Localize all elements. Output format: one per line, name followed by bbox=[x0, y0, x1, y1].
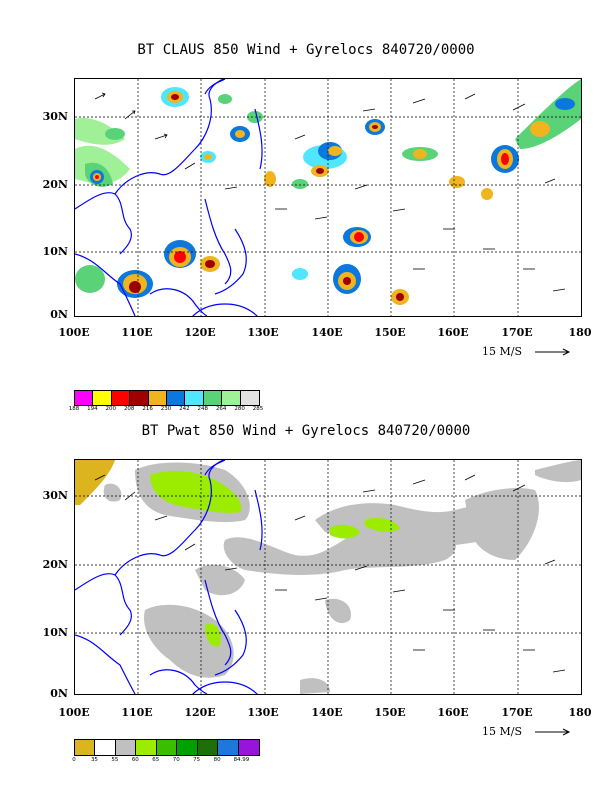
panel-1-lon-label-160e: 160E bbox=[437, 326, 469, 339]
colorbar-label: 242 bbox=[179, 406, 190, 412]
colorbar-label: 200 bbox=[105, 406, 117, 412]
colorbar-label: 264 bbox=[215, 406, 227, 412]
panel-2-lon-label-150e: 150E bbox=[374, 706, 406, 719]
colorbar-label: 194 bbox=[87, 406, 98, 412]
panel-1-colorbar-swatch bbox=[148, 391, 167, 405]
panel-2-scale-label: 15 M/S bbox=[482, 725, 522, 738]
panel-2-lon-label-140e: 140E bbox=[311, 706, 343, 719]
panel-1-lon-label-120e: 120E bbox=[184, 326, 216, 339]
panel-1-colorbar-swatch bbox=[240, 391, 259, 405]
colorbar-label: 216 bbox=[142, 406, 153, 412]
colorbar-label: 248 bbox=[197, 406, 209, 412]
panel-2-colorbar-swatch bbox=[238, 740, 259, 755]
colorbar-label: 0 bbox=[72, 757, 76, 763]
coastlines bbox=[75, 79, 263, 316]
panel-2-colorbar-swatch bbox=[218, 740, 239, 755]
panel-2-lon-label-180: 180 bbox=[568, 706, 592, 719]
colorbar-label: 55 bbox=[111, 757, 119, 763]
panel-1-colorbar-swatch bbox=[111, 391, 131, 405]
colorbar-label: 84.99 bbox=[233, 757, 250, 763]
colorbar-label: 35 bbox=[90, 757, 98, 763]
panel-2-colorbar bbox=[74, 739, 260, 756]
cloud-top-shading bbox=[75, 79, 581, 305]
panel-2-lon-label-160e: 160E bbox=[437, 706, 469, 719]
panel-1-lon-label-110e: 110E bbox=[121, 326, 153, 339]
panel-1-title: BT CLAUS 850 Wind + Gyrelocs 840720/0000 bbox=[137, 42, 475, 58]
panel-1-lon-label-140e: 140E bbox=[311, 326, 343, 339]
panel-1-lat-label-20n: 20N bbox=[42, 178, 68, 191]
panel-2-lat-label-20n: 20N bbox=[42, 558, 68, 571]
panel-2-colorbar-swatch bbox=[75, 740, 96, 755]
wind-vectors bbox=[94, 92, 566, 292]
panel-2-colorbar-swatch bbox=[95, 740, 116, 755]
panel-1-lon-label-170e: 170E bbox=[501, 326, 533, 339]
panel-1-map-svg bbox=[75, 79, 581, 316]
panel-1-lat-label-30n: 30N bbox=[42, 110, 68, 123]
colorbar-label: 60 bbox=[131, 757, 139, 763]
panel-2-lon-label-130e: 130E bbox=[247, 706, 279, 719]
colorbar-label: 80 bbox=[213, 757, 221, 763]
panel-1-lat-label-10n: 10N bbox=[42, 245, 68, 258]
panel-2-map bbox=[74, 459, 582, 695]
panel-2-colorbar-swatch bbox=[197, 740, 219, 755]
panel-1-lon-label-180: 180 bbox=[568, 326, 592, 339]
panel-2-colorbar-swatch bbox=[115, 740, 137, 755]
panel-2-map-svg bbox=[75, 460, 581, 694]
lat-lon-grid bbox=[75, 460, 581, 694]
panel-2-title: BT Pwat 850 Wind + Gyrelocs 840720/0000 bbox=[141, 423, 471, 439]
colorbar-label: 75 bbox=[193, 757, 201, 763]
pwat-shading bbox=[75, 460, 581, 694]
panel-1-scale-arrow bbox=[535, 348, 571, 356]
panel-1-colorbar-swatch bbox=[203, 391, 223, 405]
colorbar-label: 280 bbox=[234, 406, 245, 412]
colorbar-label: 208 bbox=[123, 406, 135, 412]
panel-2-colorbar-swatch bbox=[136, 740, 157, 755]
panel-2-lon-label-100e: 100E bbox=[58, 706, 90, 719]
panel-2-lat-label-10n: 10N bbox=[42, 626, 68, 639]
wind-vectors bbox=[94, 474, 566, 673]
panel-2-scale-arrow bbox=[535, 728, 571, 736]
panel-1-colorbar-swatch bbox=[166, 391, 186, 405]
panel-2-colorbar-swatch bbox=[156, 740, 178, 755]
panel-1-scale-label: 15 M/S bbox=[482, 345, 522, 358]
panel-1-map bbox=[74, 78, 582, 317]
panel-1-colorbar-labels: 188 194 200 208 216 230 242 248 264 280 … bbox=[69, 406, 264, 414]
colorbar-label: 188 bbox=[68, 406, 80, 412]
panel-2-lat-label-30n: 30N bbox=[42, 489, 68, 502]
panel-2-lon-label-110e: 110E bbox=[121, 706, 153, 719]
panel-2-colorbar-swatch bbox=[177, 740, 198, 755]
panel-1-colorbar-swatch bbox=[185, 391, 204, 405]
lat-lon-grid bbox=[75, 79, 581, 316]
panel-2-lat-label-0n: 0N bbox=[50, 687, 68, 700]
panel-1-colorbar bbox=[74, 390, 260, 406]
colorbar-label: 70 bbox=[172, 757, 180, 763]
colorbar-label: 65 bbox=[152, 757, 160, 763]
panel-1-colorbar-swatch bbox=[222, 391, 241, 405]
panel-1-colorbar-swatch bbox=[130, 391, 149, 405]
panel-2-lon-label-120e: 120E bbox=[184, 706, 216, 719]
colorbar-label: 230 bbox=[160, 406, 172, 412]
panel-1-colorbar-swatch bbox=[93, 391, 112, 405]
panel-1-lon-label-130e: 130E bbox=[247, 326, 279, 339]
panel-1-colorbar-swatch bbox=[75, 391, 94, 405]
panel-1-lon-label-150e: 150E bbox=[374, 326, 406, 339]
panel-1-lon-label-100e: 100E bbox=[58, 326, 90, 339]
panel-2-colorbar-labels: 0 35 55 60 65 70 75 80 84.99 bbox=[72, 757, 258, 765]
panel-2-lon-label-170e: 170E bbox=[501, 706, 533, 719]
panel-1-lat-label-0n: 0N bbox=[50, 308, 68, 321]
coastlines bbox=[75, 460, 263, 694]
colorbar-label: 285 bbox=[252, 406, 264, 412]
